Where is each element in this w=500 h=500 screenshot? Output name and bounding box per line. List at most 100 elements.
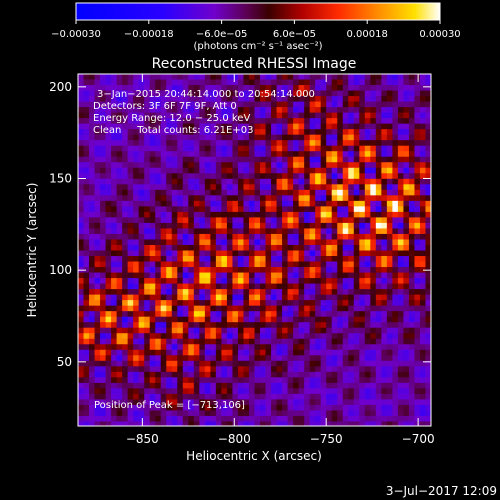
- heatmap-cell: [226, 311, 234, 318]
- heatmap-cell: [381, 123, 388, 130]
- heatmap-cell: [94, 85, 101, 92]
- heatmap-cell: [221, 244, 228, 252]
- heatmap-cell: [177, 300, 184, 307]
- heatmap-cell: [381, 366, 388, 373]
- heatmap-cell: [397, 333, 405, 340]
- heatmap-cell: [122, 96, 129, 103]
- heatmap-cell: [403, 145, 410, 152]
- heatmap-cell: [111, 377, 118, 384]
- heatmap-cell: [320, 189, 327, 196]
- heatmap-cell: [326, 311, 333, 318]
- heatmap-cell: [419, 228, 427, 235]
- heatmap-cell: [381, 371, 388, 378]
- heatmap-cell: [392, 217, 399, 224]
- heatmap-cell: [193, 79, 200, 86]
- heatmap-cell: [254, 289, 261, 296]
- heatmap-cell: [83, 200, 90, 207]
- heatmap-cell: [282, 184, 289, 191]
- heatmap-cell: [144, 184, 151, 191]
- heatmap-cell: [419, 156, 427, 163]
- heatmap-cell: [348, 167, 355, 174]
- heatmap-cell: [149, 156, 156, 163]
- heatmap-cell: [122, 195, 129, 202]
- heatmap-cell: [287, 244, 294, 252]
- heatmap-cell: [315, 371, 322, 378]
- heatmap-cell: [193, 371, 200, 378]
- heatmap-cell: [342, 107, 349, 114]
- heatmap-cell: [298, 311, 305, 318]
- heatmap-cell: [149, 239, 156, 246]
- heatmap-cell: [392, 156, 399, 163]
- heatmap-cell: [320, 217, 327, 224]
- heatmap-cell: [144, 256, 151, 263]
- heatmap-cell: [116, 206, 123, 213]
- heatmap-cell: [127, 300, 134, 307]
- heatmap-cell: [254, 404, 261, 412]
- heatmap-cell: [138, 250, 145, 257]
- heatmap-cell: [116, 173, 123, 180]
- heatmap-cell: [122, 388, 129, 395]
- heatmap-cell: [215, 371, 223, 378]
- heatmap-cell: [226, 184, 234, 191]
- heatmap-cell: [248, 134, 256, 141]
- heatmap-cell: [199, 360, 206, 367]
- heatmap-cell: [160, 107, 167, 114]
- heatmap-cell: [348, 421, 355, 426]
- heatmap-cell: [265, 85, 272, 92]
- heatmap-cell: [160, 283, 167, 290]
- heatmap-cell: [215, 267, 223, 274]
- heatmap-cell: [248, 90, 256, 97]
- heatmap-cell: [375, 101, 382, 108]
- heatmap-cell: [248, 404, 256, 412]
- heatmap-cell: [199, 90, 206, 97]
- heatmap-cell: [276, 200, 283, 207]
- heatmap-cell: [298, 123, 305, 130]
- heatmap-cell: [155, 217, 162, 224]
- heatmap-cell: [397, 206, 405, 213]
- heatmap-cell: [414, 333, 421, 340]
- heatmap-cell: [392, 112, 399, 119]
- heatmap-cell: [144, 283, 151, 290]
- heatmap-cell: [155, 79, 162, 86]
- heatmap-cell: [397, 145, 405, 152]
- heatmap-cell: [237, 90, 245, 97]
- heatmap-cell: [100, 377, 107, 384]
- heatmap-cell: [309, 90, 316, 97]
- heatmap-cell: [337, 211, 344, 219]
- heatmap-cell: [100, 79, 107, 86]
- heatmap-cell: [127, 189, 134, 196]
- heatmap-cell: [94, 101, 101, 108]
- heatmap-cell: [315, 178, 322, 185]
- heatmap-cell: [243, 233, 250, 241]
- heatmap-cell: [221, 140, 228, 147]
- heatmap-cell: [116, 107, 123, 114]
- heatmap-cell: [138, 112, 145, 119]
- heatmap-cell: [166, 195, 173, 202]
- heatmap-cell: [210, 96, 217, 103]
- heatmap-cell: [204, 85, 211, 92]
- heatmap-cell: [392, 261, 399, 268]
- heatmap-cell: [83, 222, 90, 230]
- heatmap-cell: [397, 167, 405, 174]
- heatmap-cell: [271, 151, 278, 158]
- heatmap-cell: [408, 217, 416, 224]
- heatmap-cell: [293, 349, 300, 356]
- heatmap-cell: [315, 333, 322, 340]
- heatmap-cell: [414, 404, 421, 412]
- heatmap-cell: [83, 272, 90, 279]
- heatmap-cell: [160, 338, 167, 345]
- heatmap-cell: [232, 316, 239, 323]
- heatmap-cell: [408, 272, 416, 279]
- heatmap-cell: [304, 338, 311, 345]
- heatmap-cell: [320, 415, 327, 423]
- heatmap-cell: [155, 206, 162, 213]
- heatmap-cell: [127, 250, 134, 257]
- heatmap-cell: [111, 206, 118, 213]
- heatmap-cell: [287, 267, 294, 274]
- heatmap-cell: [386, 371, 393, 378]
- heatmap-cell: [370, 338, 377, 345]
- heatmap-cell: [111, 107, 118, 114]
- heatmap-cell: [193, 415, 200, 423]
- heatmap-cell: [177, 305, 184, 312]
- heatmap-cell: [315, 377, 322, 384]
